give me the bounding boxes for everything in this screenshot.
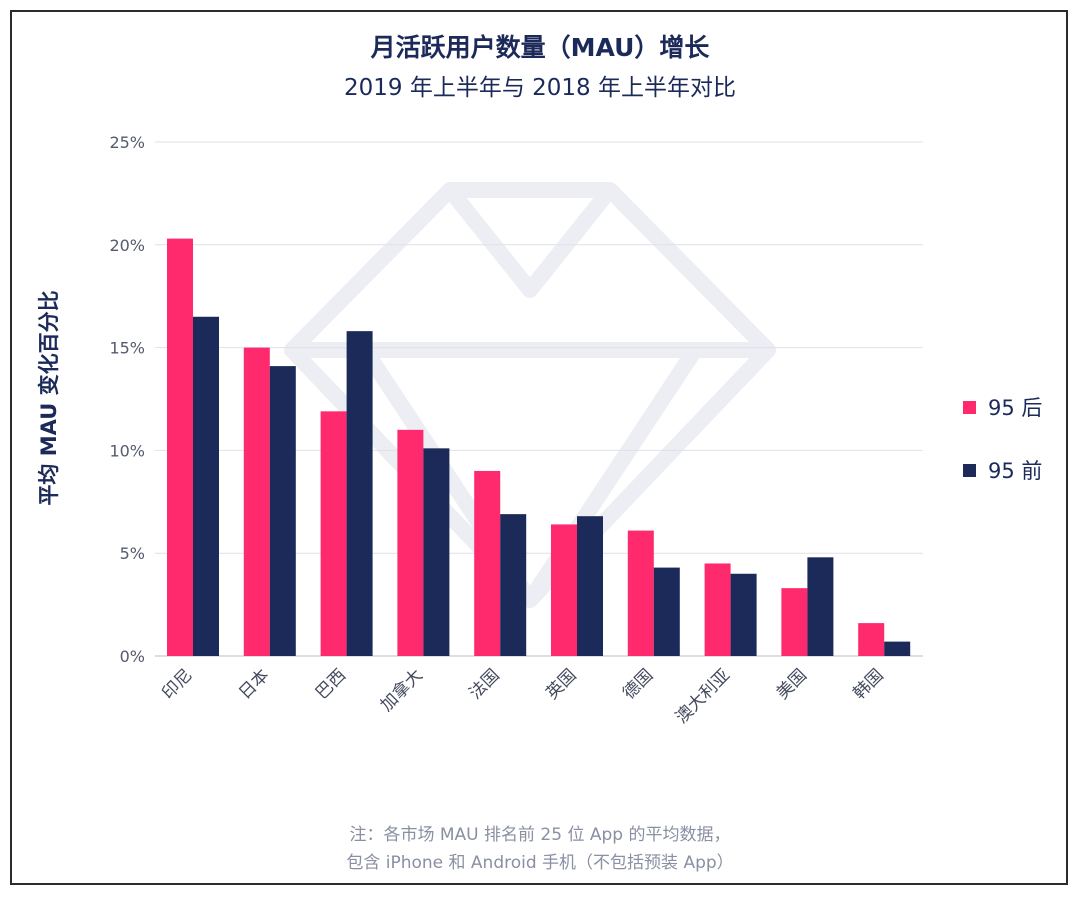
footnote-line-2: 包含 iPhone 和 Android 手机（不包括预装 App） (346, 853, 734, 873)
y-tick-label: 5% (120, 544, 145, 563)
legend-label: 95 后 (988, 396, 1043, 420)
bar-pre95 (884, 641, 911, 656)
bar-pre95 (423, 448, 450, 656)
x-tick-label: 加拿大 (376, 665, 427, 716)
y-tick-label: 10% (109, 441, 145, 460)
y-tick-label: 15% (109, 339, 145, 358)
chart-subtitle: 2019 年上半年与 2018 年上半年对比 (344, 75, 736, 101)
x-tick-label: 巴西 (312, 665, 350, 703)
bar-post95 (320, 411, 347, 656)
bar-pre95 (346, 331, 373, 656)
footnote-line-1: 注：各市场 MAU 排名前 25 位 App 的平均数据， (349, 825, 731, 845)
bar-post95 (474, 470, 501, 656)
bar-post95 (397, 429, 424, 656)
x-tick-label: 德国 (619, 665, 657, 703)
bar-pre95 (730, 573, 757, 656)
bar-pre95 (577, 516, 603, 656)
y-tick-label: 20% (109, 236, 145, 255)
bar-post95 (167, 238, 193, 656)
bar-post95 (781, 588, 808, 656)
legend-item-pre95: 95 前 (963, 455, 1042, 485)
x-tick-label: 英国 (542, 665, 580, 703)
bar-pre95 (807, 557, 834, 656)
bar-pre95 (500, 514, 527, 656)
y-tick-label: 25% (109, 133, 145, 152)
bar-post95 (858, 623, 885, 656)
x-tick-label: 印尼 (158, 665, 196, 703)
legend-label: 95 前 (988, 459, 1043, 483)
x-tick-label: 日本 (235, 665, 273, 703)
y-tick-label: 0% (120, 647, 145, 666)
bar-pre95 (653, 567, 680, 656)
x-tick-label: 澳大利亚 (672, 665, 734, 727)
legend-item-post95: 95 后 (963, 392, 1042, 422)
x-tick-label: 美国 (773, 665, 811, 703)
bar-post95 (627, 530, 654, 656)
legend-swatch (963, 400, 976, 414)
bar-pre95 (193, 316, 219, 656)
bar-pre95 (269, 366, 296, 656)
legend-swatch (963, 463, 976, 477)
bar-post95 (551, 524, 577, 656)
bar-post95 (704, 563, 731, 656)
x-tick-label: 法国 (466, 665, 504, 703)
chart-title: 月活跃用户数量（MAU）增长 (370, 33, 710, 62)
bar-post95 (243, 347, 270, 656)
x-tick-label: 韩国 (850, 665, 888, 703)
